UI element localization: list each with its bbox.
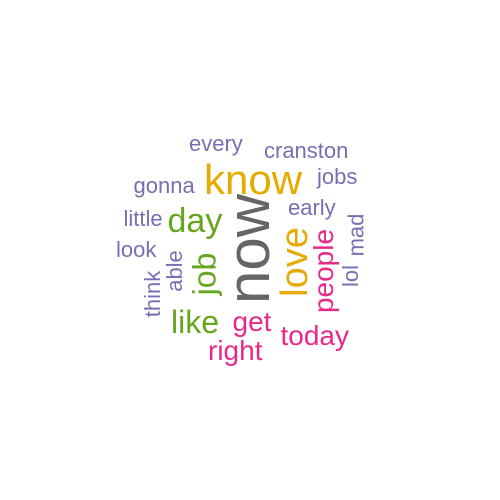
word-every: every	[189, 131, 243, 156]
word-job: job	[185, 252, 222, 296]
word-able: able	[161, 250, 187, 292]
word-cranston: cranston	[264, 138, 349, 163]
word-early: early	[288, 195, 336, 220]
word-little: little	[123, 206, 163, 231]
word-today: today	[280, 320, 350, 351]
word-day: day	[167, 202, 223, 240]
word-lol: lol	[338, 264, 364, 288]
word-jobs: jobs	[317, 164, 358, 189]
word-mad: mad	[342, 213, 368, 257]
word-know: know	[204, 156, 303, 203]
word-look: look	[116, 237, 157, 262]
word-right: right	[208, 335, 263, 366]
word-think: think	[140, 270, 166, 318]
word-like: like	[171, 304, 220, 340]
word-now: now	[215, 193, 283, 305]
word-people: people	[308, 228, 340, 314]
word-get: get	[232, 306, 272, 337]
word-gonna: gonna	[133, 173, 195, 198]
